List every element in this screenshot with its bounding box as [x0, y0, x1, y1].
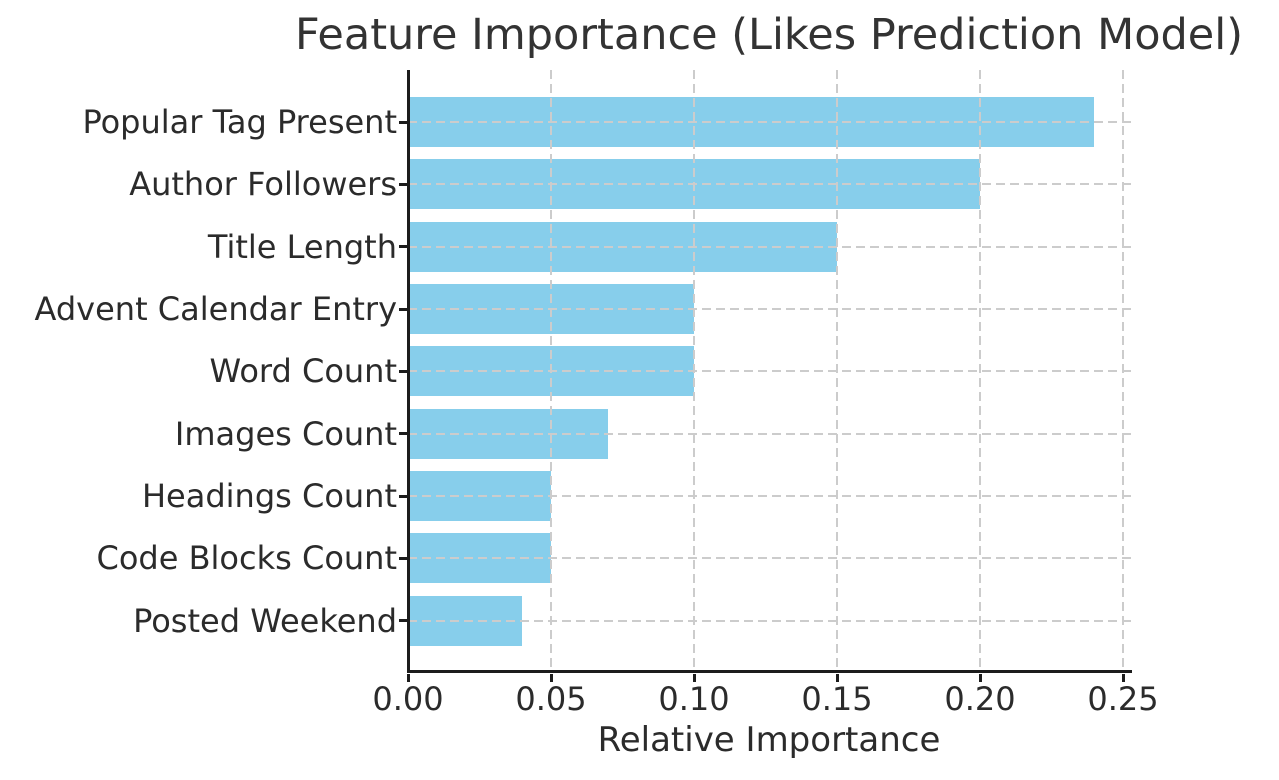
h-gridline — [408, 619, 1131, 622]
y-tick-label: Author Followers — [129, 165, 397, 204]
y-tick-mark — [399, 432, 408, 436]
v-gridline — [1122, 70, 1124, 671]
x-tick-mark — [406, 674, 410, 682]
y-tick-mark — [399, 307, 408, 311]
y-tick-label: Advent Calendar Entry — [34, 290, 397, 329]
h-gridline — [408, 370, 1131, 373]
x-tick-mark — [549, 674, 553, 682]
x-tick-mark — [978, 674, 982, 682]
h-gridline — [408, 308, 1131, 311]
x-tick-label: 0.25 — [1087, 680, 1159, 718]
h-gridline — [408, 183, 1131, 186]
v-gridline — [693, 70, 695, 671]
v-gridline — [550, 70, 552, 671]
y-tick-label: Posted Weekend — [133, 601, 397, 640]
h-gridline — [408, 121, 1131, 123]
h-gridline — [408, 557, 1131, 560]
x-tick-label: 0.15 — [801, 680, 873, 718]
y-tick-label: Code Blocks Count — [96, 539, 397, 578]
y-tick-label: Title Length — [207, 227, 397, 266]
x-tick-mark — [1121, 674, 1125, 682]
x-tick-label: 0.10 — [658, 680, 730, 718]
y-tick-mark — [399, 556, 408, 560]
y-tick-label: Headings Count — [141, 477, 397, 516]
chart-title: Feature Importance (Likes Prediction Mod… — [295, 10, 1243, 60]
y-tick-mark — [399, 369, 408, 373]
h-gridline — [408, 495, 1131, 498]
x-tick-label: 0.05 — [515, 680, 587, 718]
x-axis-spine — [407, 670, 1132, 673]
h-gridline — [408, 432, 1131, 435]
y-tick-label: Images Count — [174, 414, 397, 453]
x-tick-mark — [692, 674, 696, 682]
v-gridline — [836, 70, 838, 671]
y-tick-mark — [399, 182, 408, 186]
plot-area — [407, 70, 1132, 673]
h-gridline — [408, 245, 1131, 248]
x-tick-mark — [835, 674, 839, 682]
y-tick-label: Popular Tag Present — [82, 103, 397, 141]
x-axis-title: Relative Importance — [597, 720, 941, 760]
y-tick-mark — [399, 245, 408, 249]
y-tick-mark — [399, 120, 408, 124]
v-gridline — [979, 70, 981, 671]
x-tick-label: 0.00 — [372, 680, 444, 718]
y-axis-spine — [407, 70, 410, 673]
y-tick-mark — [399, 494, 408, 498]
x-tick-label: 0.20 — [944, 680, 1016, 718]
y-tick-mark — [399, 619, 408, 623]
y-tick-label: Word Count — [209, 352, 397, 391]
